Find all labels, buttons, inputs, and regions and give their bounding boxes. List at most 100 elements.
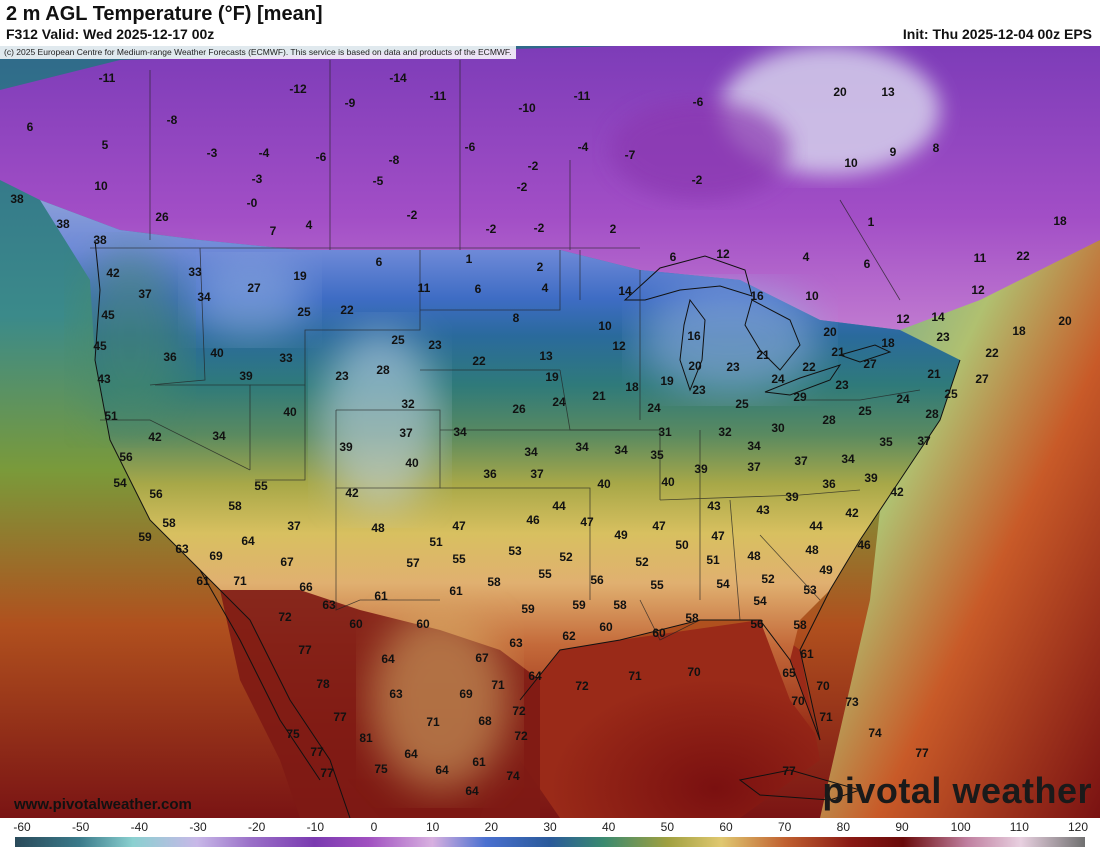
temp-label: 72	[278, 610, 292, 624]
temp-label: -11	[99, 71, 116, 85]
temp-label: 58	[793, 618, 807, 632]
temp-label: 77	[915, 746, 929, 760]
temp-label: -6	[316, 150, 327, 164]
temp-label: 40	[661, 475, 675, 489]
temp-label: -12	[289, 82, 307, 96]
temp-label: 61	[374, 589, 388, 603]
temp-label: 63	[175, 542, 189, 556]
temp-label: 55	[452, 552, 466, 566]
scale-tick-label: 90	[895, 820, 909, 834]
temp-label: 16	[687, 329, 701, 343]
temp-label: -8	[389, 153, 400, 167]
temp-label: 36	[822, 477, 836, 491]
temp-label: 61	[800, 647, 814, 661]
temp-label: -0	[247, 196, 258, 210]
temp-label: 55	[650, 578, 664, 592]
temp-label: 71	[491, 678, 505, 692]
temp-label: 49	[819, 563, 833, 577]
temp-label: 2	[537, 260, 544, 274]
temp-label: 78	[316, 677, 330, 691]
temp-label: 18	[625, 380, 639, 394]
scale-tick-label: -10	[306, 820, 324, 834]
temp-label: 71	[819, 710, 833, 724]
temp-label: 52	[635, 555, 649, 569]
temp-label: 19	[545, 370, 559, 384]
temp-label: 27	[975, 372, 989, 386]
temp-label: 72	[575, 679, 589, 693]
temp-label: 34	[575, 440, 589, 454]
temp-label: 63	[389, 687, 403, 701]
temp-label: 47	[580, 515, 594, 529]
temp-label: 66	[299, 580, 313, 594]
map-title: 2 m AGL Temperature (°F) [mean]	[6, 3, 323, 25]
temp-label: 56	[119, 450, 133, 464]
scale-tick-label: 40	[601, 820, 616, 834]
temp-label: 64	[381, 652, 395, 666]
temp-label: 21	[756, 348, 770, 362]
temp-label: 25	[735, 397, 749, 411]
website-url[interactable]: www.pivotalweather.com	[14, 796, 192, 813]
temp-label: 34	[212, 429, 226, 443]
temp-label: 37	[138, 287, 152, 301]
temp-label: 61	[449, 584, 463, 598]
temp-label: 58	[685, 611, 699, 625]
temp-label: 38	[10, 192, 24, 206]
temp-label: 38	[56, 217, 70, 231]
temp-label: 61	[196, 574, 210, 588]
temp-label: 5	[102, 138, 109, 152]
temperature-map: -11 -14 -12 -11 -11 -10 -6 -8 -9 6 5 -3 -4 -6 -6 -8 -4 -7…	[0, 46, 1100, 818]
lake-huron	[744, 299, 801, 371]
temp-label: 6	[376, 255, 383, 269]
scale-tick-label: -50	[71, 820, 90, 834]
temp-label: 34	[453, 425, 467, 439]
temp-label: 39	[694, 462, 708, 476]
temp-label: 58	[487, 575, 501, 589]
scale-tick-label: 30	[543, 820, 557, 834]
temp-label: 56	[750, 617, 764, 631]
temp-label: 75	[286, 727, 300, 741]
temp-label: 72	[512, 704, 526, 718]
temp-label: 44	[552, 499, 566, 513]
temp-label: 42	[106, 266, 120, 280]
temp-label: 71	[426, 715, 440, 729]
temp-label: 25	[944, 387, 958, 401]
temp-label: 25	[391, 333, 405, 347]
lake-michigan	[679, 298, 706, 392]
temp-label: 73	[845, 695, 859, 709]
temp-label: 58	[613, 598, 627, 612]
temp-label: -8	[167, 113, 178, 127]
temp-label: -4	[259, 146, 270, 160]
temp-label: 40	[283, 405, 297, 419]
temp-label: 42	[890, 485, 904, 499]
scale-tick-label: 100	[950, 820, 971, 834]
temp-label: 7	[270, 224, 277, 238]
temp-label: 21	[927, 367, 941, 381]
temp-label: 18	[1053, 214, 1067, 228]
scale-tick-label: -30	[189, 820, 207, 834]
temp-label: 51	[104, 409, 118, 423]
temp-label: 26	[512, 402, 526, 416]
temp-label: 53	[803, 583, 817, 597]
temp-label: 44	[809, 519, 823, 533]
temp-label: 23	[936, 330, 950, 344]
pivotal-weather-logo: pivotal weather	[822, 770, 1092, 811]
temp-label: 75	[374, 762, 388, 776]
temp-label: 11	[418, 281, 431, 295]
temp-label: 31	[658, 425, 672, 439]
scale-tick-label: -40	[130, 820, 148, 834]
temp-label: 35	[650, 448, 664, 462]
temp-label: 14	[618, 284, 632, 298]
temp-label: 42	[845, 506, 859, 520]
temp-label: 34	[197, 290, 211, 304]
temp-label: 60	[416, 617, 430, 631]
temp-label: 61	[472, 755, 486, 769]
temp-label: 42	[345, 486, 359, 500]
temp-label: 12	[612, 339, 626, 353]
cuba	[738, 769, 862, 801]
temp-label: 39	[239, 369, 253, 383]
temp-label: 64	[241, 534, 255, 548]
temp-label: 29	[793, 390, 807, 404]
temp-label: 38	[93, 233, 107, 247]
temp-label: 59	[138, 530, 152, 544]
temp-label: -9	[345, 96, 356, 110]
